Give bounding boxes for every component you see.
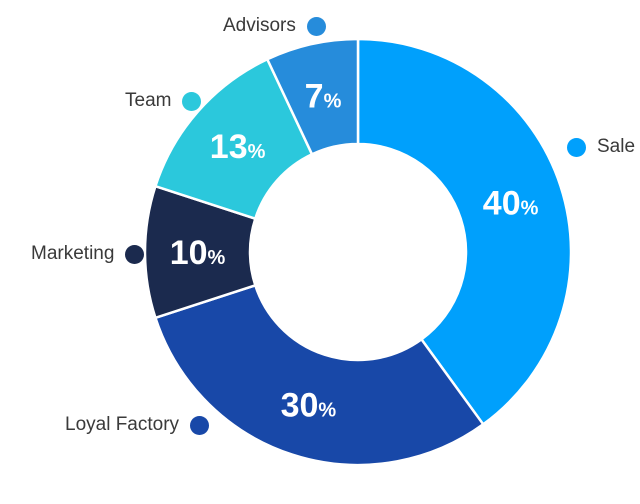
- legend-dot-team: [182, 91, 202, 111]
- legend-label-team: Team: [125, 90, 172, 111]
- slice-percent-label-advisors: 7%: [305, 77, 342, 115]
- legend-item-sale: Sale: [567, 135, 635, 159]
- legend-dot-marketing: [125, 244, 145, 264]
- pie-slice-loyal-factory: [154, 284, 485, 467]
- legend-dot-sale: [567, 137, 586, 157]
- legend-dot-loyal-factory: [190, 415, 210, 435]
- slice-percent-label-sale: 40%: [483, 184, 539, 222]
- legend-label-marketing: Marketing: [31, 243, 115, 264]
- pie-slice-sale: [356, 37, 573, 426]
- legend-label-sale: Sale: [597, 136, 636, 157]
- legend-item-advisors: Advisors: [223, 14, 326, 38]
- pie-slice-advisors: [266, 37, 360, 156]
- legend-label-advisors: Advisors: [223, 15, 296, 36]
- slice-percent-label-marketing: 10%: [170, 234, 226, 272]
- legend-item-loyal-factory: Loyal Factory: [65, 413, 210, 437]
- legend-label-loyal-factory: Loyal Factory: [65, 414, 180, 435]
- slice-percent-label-team: 13%: [210, 128, 266, 166]
- legend-dot-advisors: [306, 16, 326, 36]
- legend-item-team: Team: [125, 89, 202, 113]
- legend-item-marketing: Marketing: [31, 242, 145, 266]
- slice-percent-label-loyal-factory: 30%: [281, 387, 337, 425]
